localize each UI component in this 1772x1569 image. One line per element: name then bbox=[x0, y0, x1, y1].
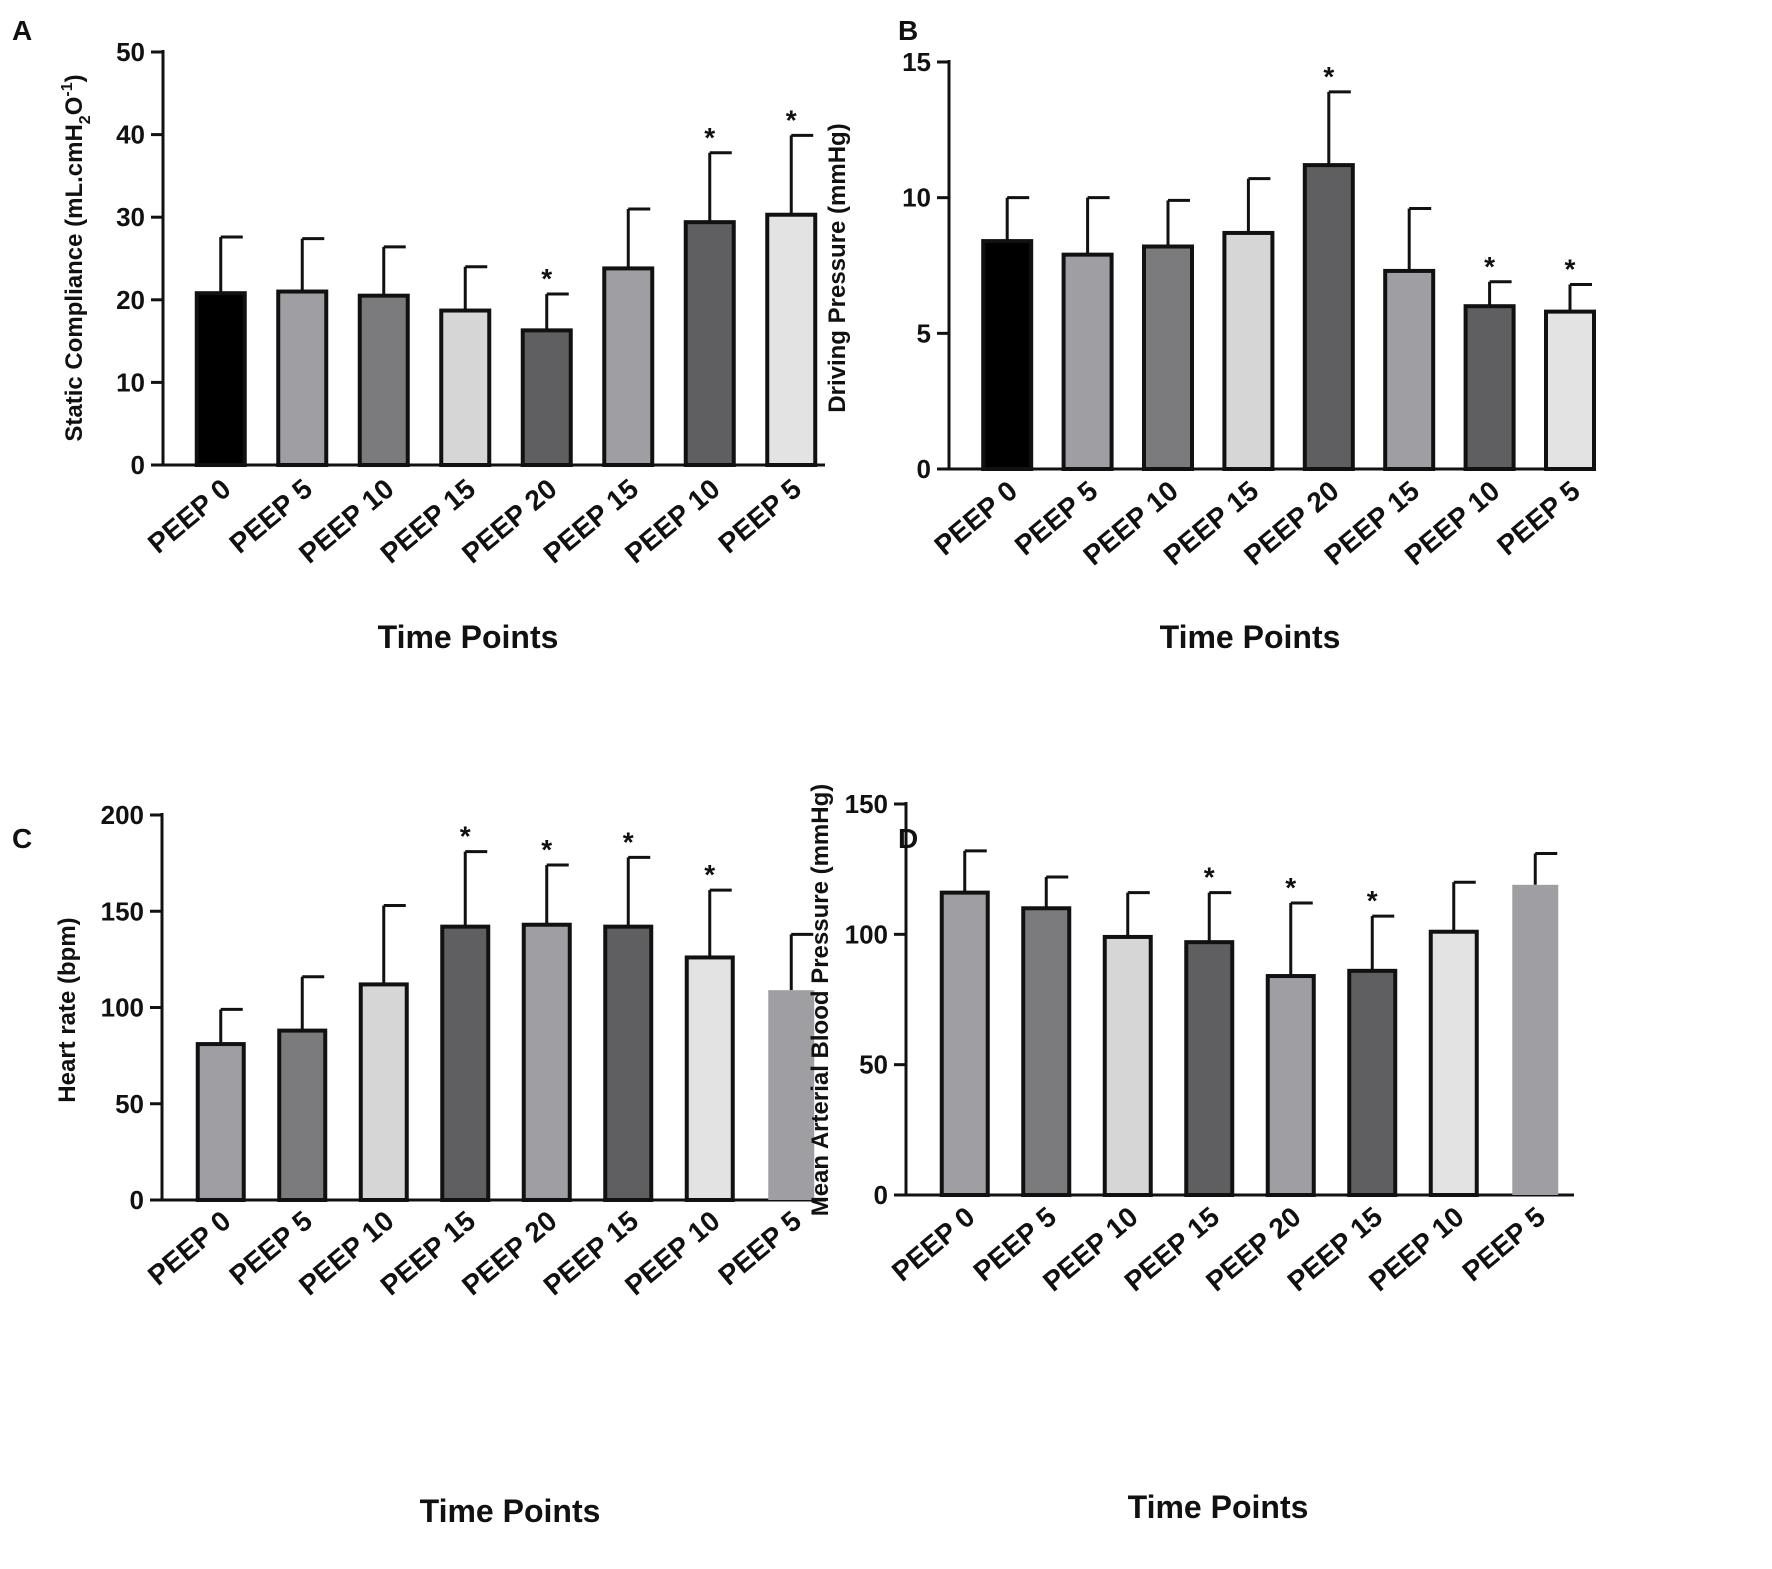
bar bbox=[1265, 974, 1316, 1197]
significance-marker: * bbox=[704, 859, 715, 890]
significance-marker: * bbox=[1484, 251, 1495, 282]
y-tick-label: 10 bbox=[116, 367, 145, 397]
significance-marker: * bbox=[1565, 253, 1576, 284]
significance-marker: * bbox=[623, 826, 634, 857]
y-tick-label: 50 bbox=[116, 37, 145, 67]
bar bbox=[195, 1042, 246, 1202]
x-axis-title: Time Points bbox=[420, 1493, 601, 1529]
bar bbox=[520, 328, 573, 467]
y-tick-label: 0 bbox=[917, 454, 931, 484]
x-category-label: PEEP 5 bbox=[712, 473, 807, 559]
bar bbox=[1544, 309, 1596, 472]
y-tick-label: 40 bbox=[116, 120, 145, 150]
bar bbox=[602, 266, 655, 467]
y-tick-label: 150 bbox=[845, 789, 888, 819]
y-axis-title: Static Compliance (mL.cmH2O-1) bbox=[59, 74, 94, 441]
bar bbox=[1463, 304, 1516, 472]
y-axis-title: Mean Arterial Blood Pressure (mmHg) bbox=[807, 784, 834, 1217]
y-tick-label: 15 bbox=[902, 47, 931, 77]
bar bbox=[1184, 940, 1235, 1197]
y-axis-title-sub: 2 bbox=[77, 115, 94, 124]
y-tick-label: 50 bbox=[859, 1050, 888, 1080]
significance-marker: * bbox=[1323, 61, 1334, 92]
bar bbox=[1142, 244, 1194, 471]
bar bbox=[768, 990, 815, 1200]
bar bbox=[683, 220, 736, 467]
y-tick-label: 50 bbox=[115, 1089, 144, 1119]
y-tick-label: 0 bbox=[130, 1185, 144, 1215]
bar bbox=[194, 291, 247, 467]
bar bbox=[1347, 968, 1398, 1197]
panel-label-d: D bbox=[898, 823, 918, 854]
bar bbox=[939, 890, 990, 1197]
y-axis-title: Heart rate (bpm) bbox=[54, 917, 81, 1102]
y-tick-label: 150 bbox=[101, 896, 144, 926]
x-category-label: PEEP 0 bbox=[886, 1201, 981, 1287]
x-axis-title: Time Points bbox=[1160, 619, 1341, 655]
y-axis-title-main: Driving Pressure (mmHg) bbox=[824, 123, 851, 412]
significance-marker: * bbox=[1285, 872, 1296, 903]
y-tick-label: 20 bbox=[116, 285, 145, 315]
x-category-label: PEEP 5 bbox=[712, 1205, 807, 1291]
bar bbox=[1302, 163, 1355, 472]
bar bbox=[603, 924, 654, 1203]
bar bbox=[1021, 906, 1072, 1197]
panel-label-a: A bbox=[12, 15, 32, 46]
significance-marker: * bbox=[786, 104, 797, 135]
bar bbox=[1102, 934, 1153, 1197]
x-axis-title: Time Points bbox=[1128, 1489, 1309, 1525]
panel-label-c: C bbox=[12, 823, 32, 854]
x-category-label: PEEP 0 bbox=[142, 1205, 237, 1291]
y-axis-title-main: Static Compliance (mL.cmH bbox=[61, 124, 88, 441]
panel-label-b: B bbox=[898, 15, 918, 46]
bar bbox=[439, 308, 492, 467]
x-category-label: PEEP 5 bbox=[1491, 475, 1586, 561]
y-axis-title-sup: -1 bbox=[59, 82, 76, 96]
y-tick-label: 0 bbox=[131, 450, 145, 480]
significance-marker: * bbox=[541, 263, 552, 294]
significance-marker: * bbox=[460, 821, 471, 852]
significance-marker: * bbox=[1204, 862, 1215, 893]
significance-marker: * bbox=[1367, 885, 1378, 916]
y-axis-title: Driving Pressure (mmHg) bbox=[824, 123, 851, 412]
bar bbox=[276, 289, 329, 468]
y-axis-title-mid: O bbox=[61, 97, 88, 116]
bar bbox=[1512, 884, 1559, 1195]
y-axis-title-end: ) bbox=[61, 74, 88, 82]
bar bbox=[440, 924, 491, 1203]
y-tick-label: 100 bbox=[845, 919, 888, 949]
bar bbox=[765, 212, 818, 467]
bar bbox=[1383, 268, 1436, 471]
bar bbox=[358, 982, 409, 1203]
bar bbox=[981, 239, 1034, 471]
x-category-label: PEEP 5 bbox=[1456, 1201, 1551, 1287]
bar bbox=[277, 1028, 328, 1202]
bar bbox=[684, 955, 735, 1203]
y-tick-label: 200 bbox=[101, 800, 144, 830]
bar bbox=[1428, 929, 1479, 1198]
y-axis-title-main: Heart rate (bpm) bbox=[54, 917, 81, 1102]
significance-marker: * bbox=[704, 122, 715, 153]
x-category-label: PEEP 0 bbox=[142, 473, 237, 559]
y-axis-title-main: Mean Arterial Blood Pressure (mmHg) bbox=[807, 784, 834, 1217]
bar bbox=[1222, 230, 1275, 471]
bar bbox=[521, 922, 572, 1202]
y-tick-label: 30 bbox=[116, 202, 145, 232]
x-axis-title: Time Points bbox=[378, 619, 559, 655]
y-tick-label: 0 bbox=[874, 1180, 888, 1210]
bar bbox=[357, 293, 410, 468]
y-tick-label: 5 bbox=[917, 318, 931, 348]
x-category-label: PEEP 0 bbox=[928, 475, 1023, 561]
significance-marker: * bbox=[541, 834, 552, 865]
y-tick-label: 100 bbox=[101, 993, 144, 1023]
y-tick-label: 10 bbox=[902, 183, 931, 213]
bar bbox=[1061, 252, 1114, 471]
